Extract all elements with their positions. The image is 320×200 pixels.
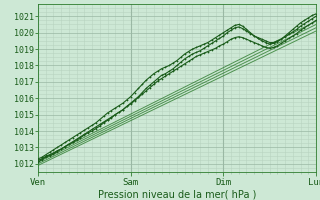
X-axis label: Pression niveau de la mer( hPa ): Pression niveau de la mer( hPa ) [98, 189, 256, 199]
